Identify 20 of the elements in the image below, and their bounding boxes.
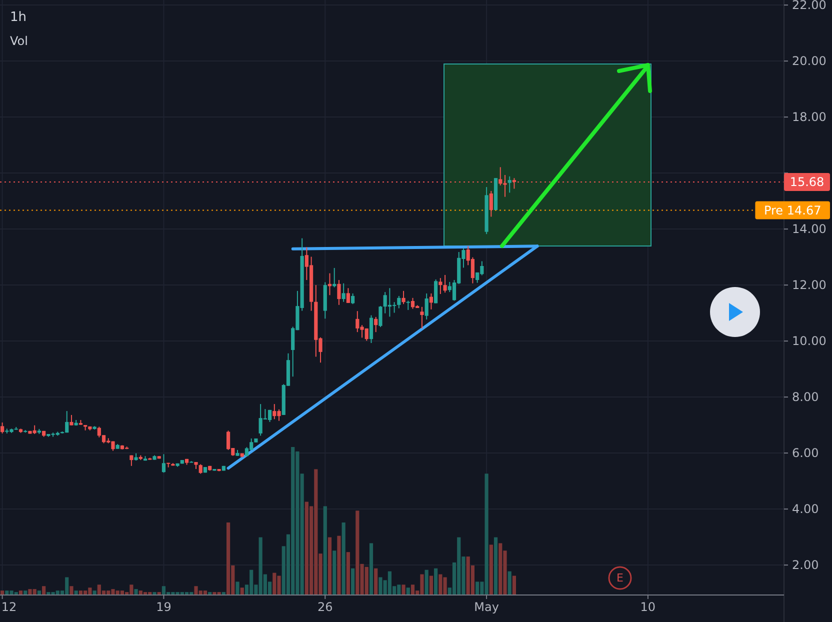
y-tick-label: 6.00 <box>792 446 819 460</box>
y-tick-label: 8.00 <box>792 390 819 404</box>
x-tick-label: 19 <box>156 600 172 614</box>
annotation: E <box>616 572 624 584</box>
x-tick-label: May <box>474 600 499 614</box>
y-tick-label: 20.00 <box>792 54 826 68</box>
x-tick-label: 12 <box>1 600 17 614</box>
y-tick-label: 2.00 <box>792 558 819 572</box>
y-tick-label: 18.00 <box>792 110 826 124</box>
ref-line-label: 15.68 <box>790 175 824 189</box>
text: 1h <box>10 10 27 25</box>
ref-line-label: Pre 14.67 <box>764 203 822 218</box>
x-tick-label: 26 <box>317 600 333 614</box>
y-tick-label: 12.00 <box>792 278 826 292</box>
y-tick-label: 4.00 <box>792 502 819 516</box>
x-tick-label: 10 <box>640 600 656 614</box>
y-tick-label: 10.00 <box>792 334 826 348</box>
y-tick-label: 22.00 <box>792 0 826 12</box>
chart-title: Vol <box>10 34 28 48</box>
y-tick-label: 14.00 <box>792 222 826 236</box>
